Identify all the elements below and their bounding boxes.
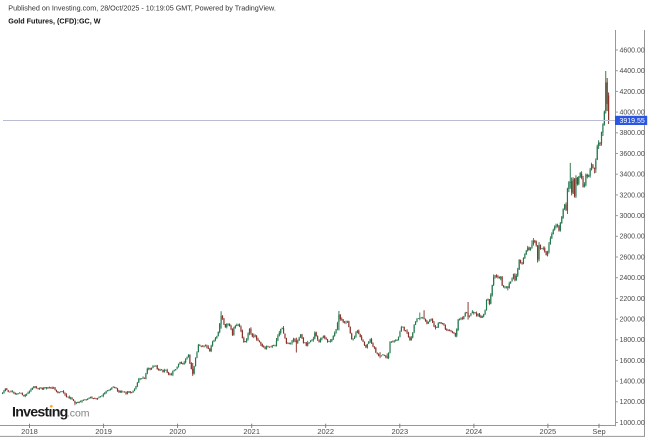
svg-text:Gold Futures, (CFD):GC, W: Gold Futures, (CFD):GC, W (8, 16, 100, 25)
svg-text:Sep: Sep (592, 427, 605, 436)
svg-text:1000.00: 1000.00 (620, 420, 645, 427)
svg-text:3400.00: 3400.00 (620, 172, 645, 179)
svg-text:2024: 2024 (466, 427, 483, 436)
svg-text:4200.00: 4200.00 (620, 89, 645, 96)
svg-text:2800.00: 2800.00 (620, 234, 645, 241)
svg-text:3000.00: 3000.00 (620, 213, 645, 220)
svg-text:2022: 2022 (317, 427, 334, 436)
svg-text:.com: .com (67, 408, 90, 420)
svg-text:2021: 2021 (243, 427, 260, 436)
svg-text:2600.00: 2600.00 (620, 254, 645, 261)
svg-text:4600.00: 4600.00 (620, 47, 645, 54)
svg-text:2019: 2019 (95, 427, 112, 436)
svg-text:2000.00: 2000.00 (620, 317, 645, 324)
svg-text:3200.00: 3200.00 (620, 192, 645, 199)
svg-text:1400.00: 1400.00 (620, 379, 645, 386)
svg-text:Published on Investing.com, 28: Published on Investing.com, 28/Oct/2025 … (8, 4, 276, 13)
svg-text:4400.00: 4400.00 (620, 68, 645, 75)
svg-text:3919.55: 3919.55 (620, 118, 645, 125)
svg-text:Investıng: Investıng (12, 405, 68, 421)
svg-text:3600.00: 3600.00 (620, 151, 645, 158)
svg-text:1200.00: 1200.00 (620, 399, 645, 406)
svg-text:2200.00: 2200.00 (620, 296, 645, 303)
svg-text:2023: 2023 (391, 427, 408, 436)
svg-text:2020: 2020 (169, 427, 186, 436)
svg-text:4000.00: 4000.00 (620, 110, 645, 117)
svg-text:2400.00: 2400.00 (620, 275, 645, 282)
svg-text:2018: 2018 (21, 427, 38, 436)
svg-text:3800.00: 3800.00 (620, 130, 645, 137)
svg-text:1800.00: 1800.00 (620, 337, 645, 344)
svg-text:2025: 2025 (540, 427, 557, 436)
svg-text:1600.00: 1600.00 (620, 358, 645, 365)
